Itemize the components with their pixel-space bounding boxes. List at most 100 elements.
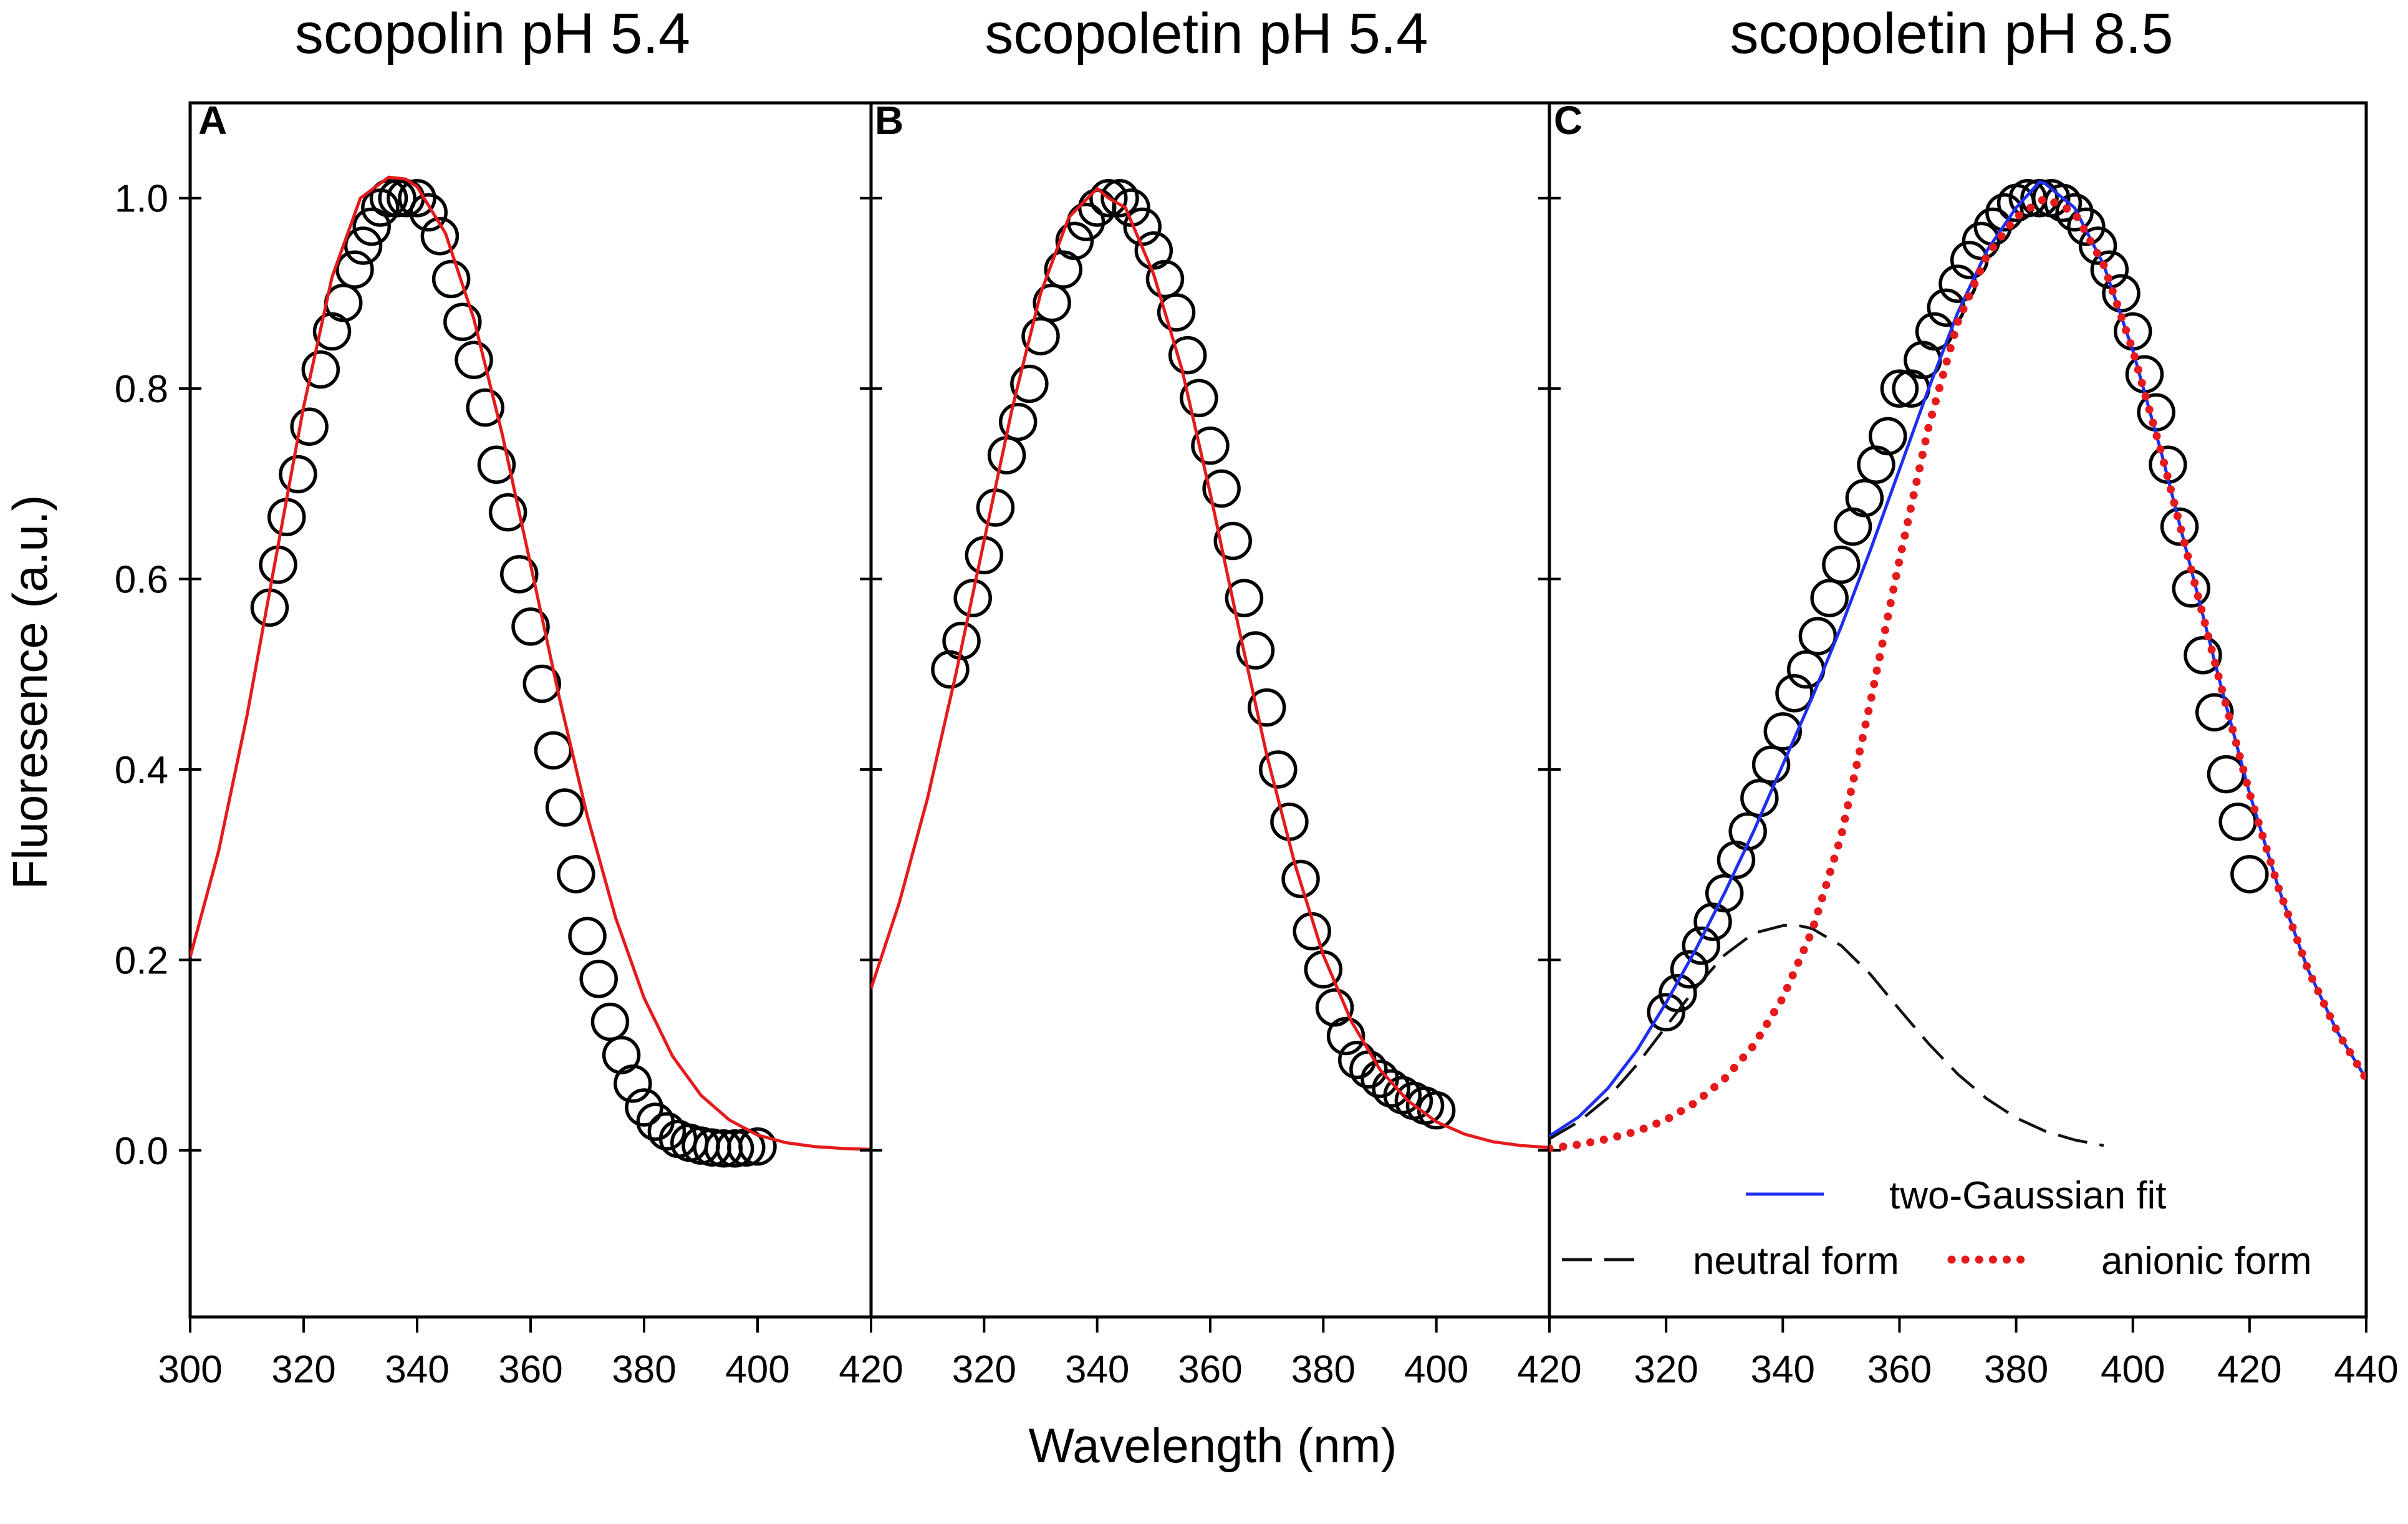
data-point — [1810, 579, 1849, 617]
data-point — [2195, 693, 2234, 732]
data-point — [1202, 469, 1241, 508]
data-point — [1168, 335, 1207, 375]
data-point — [998, 402, 1038, 441]
data-point — [1751, 745, 1791, 784]
panel-c-x-tick-label: 440 — [2334, 1348, 2398, 1391]
y-tick-label: 0.4 — [115, 749, 168, 792]
panel-b-frame — [869, 101, 1551, 1319]
data-point — [738, 1127, 777, 1166]
panel-b-x-tick-label: 380 — [1291, 1348, 1356, 1391]
data-point — [1763, 712, 1803, 751]
data-point — [1845, 478, 1884, 518]
data-point — [2172, 569, 2211, 608]
data-point — [1647, 993, 1685, 1032]
data-point — [443, 302, 482, 341]
panel-b-title: scopoletin pH 5.4 — [985, 2, 1428, 65]
data-point — [590, 1002, 630, 1041]
data-point — [369, 178, 408, 218]
data-point — [455, 340, 493, 380]
panel-a-x-tick-label: 400 — [725, 1348, 789, 1391]
data-point — [1822, 545, 1861, 584]
panel-c-x-tick-label: 420 — [2217, 1348, 2281, 1391]
data-point — [1775, 674, 1814, 713]
data-point — [953, 579, 992, 617]
panel-b-letter: B — [875, 98, 903, 143]
y-tick-label: 0.8 — [115, 368, 168, 411]
data-point — [1225, 579, 1264, 617]
data-point — [1880, 369, 1919, 408]
data-point — [534, 731, 573, 770]
panel-c-frame — [1548, 101, 2368, 1319]
data-point — [1157, 293, 1196, 332]
fit-line — [871, 186, 1549, 1149]
data-point — [2043, 183, 2083, 223]
panel-b-x-tick-label: 340 — [1065, 1348, 1129, 1391]
data-point — [2125, 355, 2164, 393]
data-point — [511, 607, 550, 646]
fit-line — [190, 175, 871, 1151]
data-point — [625, 1088, 663, 1127]
panel-a-x-tick-label: 380 — [612, 1348, 676, 1391]
data-point — [942, 622, 981, 660]
data-point — [1372, 1069, 1410, 1108]
panel-c-x-tick-label: 380 — [1984, 1348, 2048, 1391]
data-point — [398, 178, 436, 218]
data-point — [344, 226, 383, 265]
legend-label-two-gaussian-fit: two-Gaussian fit — [1889, 1174, 2167, 1217]
data-point — [279, 455, 317, 494]
panel-a-title: scopolin pH 5.4 — [295, 2, 690, 65]
panel-c-x-tick-label: 340 — [1751, 1348, 1815, 1391]
data-point — [568, 917, 607, 955]
panel-c: scopoletin pH 8.5 C 320 340 360 380 400 420 44… — [1538, 2, 2399, 1391]
data-point — [523, 664, 561, 703]
data-point — [1682, 926, 1721, 965]
panel-b: scopoletin pH 5.4 B 320 340 360 380 400 420 — [860, 2, 1582, 1391]
data-point — [420, 217, 460, 256]
panel-a-series-layer — [190, 175, 871, 1168]
data-point — [409, 193, 448, 232]
data-point — [1021, 317, 1060, 355]
y-axis-label: Fluoresence (a.u.) — [2, 495, 57, 890]
data-point — [545, 788, 584, 827]
legend: two-Gaussian fit neutral form anionic fo… — [1562, 1174, 2312, 1283]
panel-c-title: scopoletin pH 8.5 — [1730, 2, 2174, 65]
data-point — [2090, 250, 2129, 289]
data-point — [1100, 178, 1139, 218]
data-point — [2218, 803, 2257, 841]
panel-c-x-tick-label: 360 — [1867, 1348, 1932, 1391]
panel-a-x-tick-label: 360 — [498, 1348, 562, 1391]
data-point — [1728, 812, 1767, 851]
data-point — [1868, 417, 1907, 456]
data-point — [1033, 283, 1071, 322]
panel-b-x-tick-label: 320 — [952, 1348, 1016, 1391]
data-point — [2207, 755, 2246, 794]
y-tick-label: 0.2 — [115, 939, 168, 982]
panel-b-series-layer — [871, 178, 1549, 1149]
data-point — [1055, 221, 1094, 261]
data-point — [378, 178, 417, 218]
data-point — [1270, 803, 1309, 841]
panel-a-letter: A — [198, 98, 227, 143]
data-point — [466, 388, 504, 427]
data-point — [614, 1064, 652, 1103]
data-point — [715, 1129, 754, 1168]
data-point — [1281, 859, 1320, 899]
neutral-form-line — [1549, 923, 2104, 1147]
data-point — [1705, 874, 1744, 913]
panel-c-plot-area: 320 340 360 380 400 420 440 — [1538, 101, 2399, 1391]
data-point — [1180, 379, 1218, 418]
data-point — [324, 283, 363, 322]
legend-label-anionic-form: anionic form — [2101, 1240, 2312, 1283]
data-point — [2184, 635, 2222, 675]
y-tick-label: 0.0 — [115, 1130, 168, 1173]
x-axis-label: Wavelength (nm) — [1029, 1418, 1397, 1473]
data-point — [352, 207, 391, 246]
data-point — [976, 488, 1015, 527]
data-point — [1259, 750, 1298, 789]
panel-c-x-tick-label: 320 — [1634, 1348, 1698, 1391]
panel-a-x-tick-label: 320 — [271, 1348, 335, 1391]
data-point — [335, 250, 374, 289]
data-point — [1089, 178, 1128, 218]
data-point — [1962, 221, 2001, 261]
data-point — [488, 493, 527, 532]
